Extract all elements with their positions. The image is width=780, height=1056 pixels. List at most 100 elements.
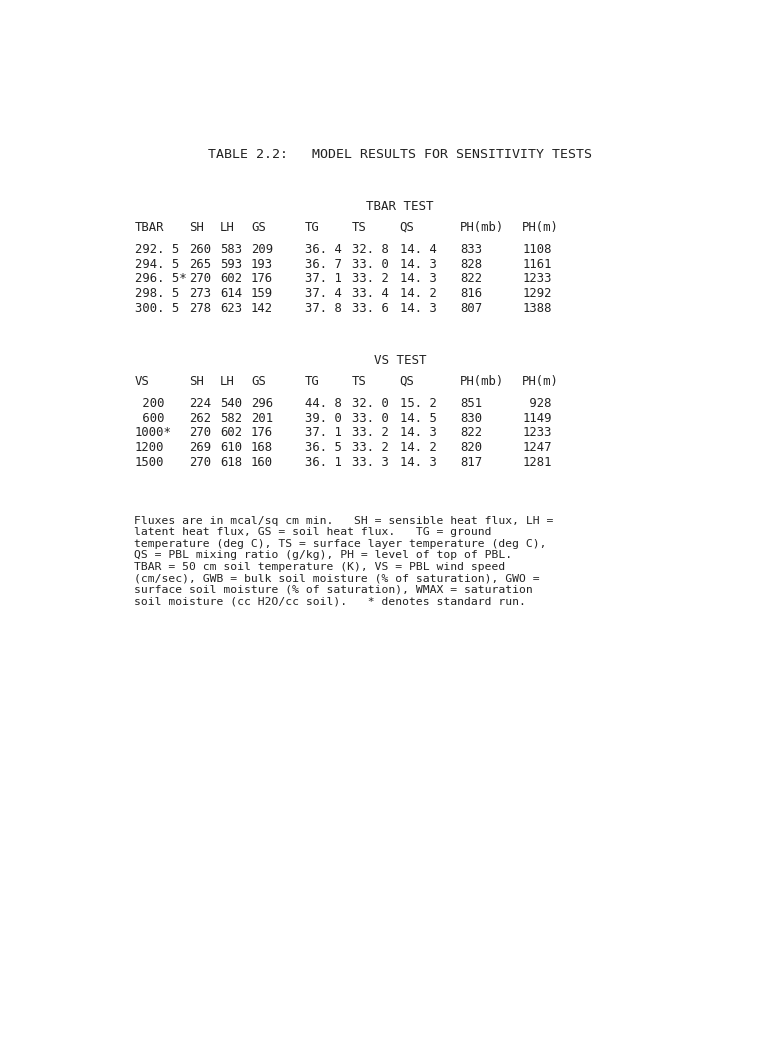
Text: 298. 5: 298. 5 <box>135 287 179 300</box>
Text: 610: 610 <box>220 441 242 454</box>
Text: 1161: 1161 <box>522 258 551 270</box>
Text: 14. 3: 14. 3 <box>399 455 437 469</box>
Text: 33. 2: 33. 2 <box>352 427 388 439</box>
Text: 36. 7: 36. 7 <box>305 258 342 270</box>
Text: 168: 168 <box>251 441 273 454</box>
Text: 1247: 1247 <box>522 441 551 454</box>
Text: 1149: 1149 <box>522 412 551 425</box>
Text: 37. 1: 37. 1 <box>305 272 342 285</box>
Text: 37. 1: 37. 1 <box>305 427 342 439</box>
Text: 142: 142 <box>251 302 273 315</box>
Text: 1200: 1200 <box>135 441 165 454</box>
Text: 593: 593 <box>220 258 242 270</box>
Text: 1108: 1108 <box>522 243 551 256</box>
Text: TBAR: TBAR <box>135 221 165 233</box>
Text: 833: 833 <box>460 243 482 256</box>
Text: 1292: 1292 <box>522 287 551 300</box>
Text: 618: 618 <box>220 455 242 469</box>
Text: 36. 1: 36. 1 <box>305 455 342 469</box>
Text: VS: VS <box>135 375 150 388</box>
Text: 14. 3: 14. 3 <box>399 272 437 285</box>
Text: 296: 296 <box>251 397 273 410</box>
Text: 1233: 1233 <box>522 272 551 285</box>
Text: TBAR TEST: TBAR TEST <box>366 200 434 213</box>
Text: 928: 928 <box>522 397 551 410</box>
Text: soil moisture (cc H2O/cc soil).   * denotes standard run.: soil moisture (cc H2O/cc soil). * denote… <box>134 597 526 606</box>
Text: 36. 5: 36. 5 <box>305 441 342 454</box>
Text: 296. 5*: 296. 5* <box>135 272 186 285</box>
Text: 1000*: 1000* <box>135 427 172 439</box>
Text: 160: 160 <box>251 455 273 469</box>
Text: TG: TG <box>305 375 320 388</box>
Text: 39. 0: 39. 0 <box>305 412 342 425</box>
Text: 851: 851 <box>460 397 482 410</box>
Text: 1388: 1388 <box>522 302 551 315</box>
Text: 262: 262 <box>189 412 211 425</box>
Text: QS = PBL mixing ratio (g/kg), PH = level of top of PBL.: QS = PBL mixing ratio (g/kg), PH = level… <box>134 550 512 561</box>
Text: PH(m): PH(m) <box>522 221 559 233</box>
Text: 807: 807 <box>460 302 482 315</box>
Text: PH(mb): PH(mb) <box>460 375 505 388</box>
Text: 33. 2: 33. 2 <box>352 441 388 454</box>
Text: 582: 582 <box>220 412 242 425</box>
Text: latent heat flux, GS = soil heat flux.   TG = ground: latent heat flux, GS = soil heat flux. T… <box>134 527 491 538</box>
Text: QS: QS <box>399 221 414 233</box>
Text: 540: 540 <box>220 397 242 410</box>
Text: 623: 623 <box>220 302 242 315</box>
Text: 201: 201 <box>251 412 273 425</box>
Text: LH: LH <box>220 375 235 388</box>
Text: QS: QS <box>399 375 414 388</box>
Text: 270: 270 <box>189 455 211 469</box>
Text: GS: GS <box>251 375 266 388</box>
Text: PH(m): PH(m) <box>522 375 559 388</box>
Text: 14. 4: 14. 4 <box>399 243 437 256</box>
Text: 14. 3: 14. 3 <box>399 258 437 270</box>
Text: 300. 5: 300. 5 <box>135 302 179 315</box>
Text: 224: 224 <box>189 397 211 410</box>
Text: 15. 2: 15. 2 <box>399 397 437 410</box>
Text: 36. 4: 36. 4 <box>305 243 342 256</box>
Text: 193: 193 <box>251 258 273 270</box>
Text: 260: 260 <box>189 243 211 256</box>
Text: 33. 3: 33. 3 <box>352 455 388 469</box>
Text: TS: TS <box>352 375 367 388</box>
Text: 44. 8: 44. 8 <box>305 397 342 410</box>
Text: 159: 159 <box>251 287 273 300</box>
Text: 294. 5: 294. 5 <box>135 258 179 270</box>
Text: SH: SH <box>189 221 204 233</box>
Text: 614: 614 <box>220 287 242 300</box>
Text: 820: 820 <box>460 441 482 454</box>
Text: 33. 2: 33. 2 <box>352 272 388 285</box>
Text: 33. 0: 33. 0 <box>352 258 388 270</box>
Text: 602: 602 <box>220 272 242 285</box>
Text: GS: GS <box>251 221 266 233</box>
Text: Fluxes are in mcal/sq cm min.   SH = sensible heat flux, LH =: Fluxes are in mcal/sq cm min. SH = sensi… <box>134 515 553 526</box>
Text: VS TEST: VS TEST <box>374 354 426 366</box>
Text: 828: 828 <box>460 258 482 270</box>
Text: 37. 8: 37. 8 <box>305 302 342 315</box>
Text: LH: LH <box>220 221 235 233</box>
Text: 176: 176 <box>251 427 273 439</box>
Text: 822: 822 <box>460 272 482 285</box>
Text: 33. 0: 33. 0 <box>352 412 388 425</box>
Text: 14. 3: 14. 3 <box>399 302 437 315</box>
Text: 37. 4: 37. 4 <box>305 287 342 300</box>
Text: 830: 830 <box>460 412 482 425</box>
Text: TABLE 2.2:   MODEL RESULTS FOR SENSITIVITY TESTS: TABLE 2.2: MODEL RESULTS FOR SENSITIVITY… <box>207 148 592 162</box>
Text: temperature (deg C), TS = surface layer temperature (deg C),: temperature (deg C), TS = surface layer … <box>134 539 547 549</box>
Text: 269: 269 <box>189 441 211 454</box>
Text: 602: 602 <box>220 427 242 439</box>
Text: 1281: 1281 <box>522 455 551 469</box>
Text: 265: 265 <box>189 258 211 270</box>
Text: PH(mb): PH(mb) <box>460 221 505 233</box>
Text: 600: 600 <box>135 412 165 425</box>
Text: 292. 5: 292. 5 <box>135 243 179 256</box>
Text: 32. 8: 32. 8 <box>352 243 388 256</box>
Text: 817: 817 <box>460 455 482 469</box>
Text: 816: 816 <box>460 287 482 300</box>
Text: 1500: 1500 <box>135 455 165 469</box>
Text: TBAR = 50 cm soil temperature (K), VS = PBL wind speed: TBAR = 50 cm soil temperature (K), VS = … <box>134 562 505 571</box>
Text: SH: SH <box>189 375 204 388</box>
Text: 273: 273 <box>189 287 211 300</box>
Text: 270: 270 <box>189 272 211 285</box>
